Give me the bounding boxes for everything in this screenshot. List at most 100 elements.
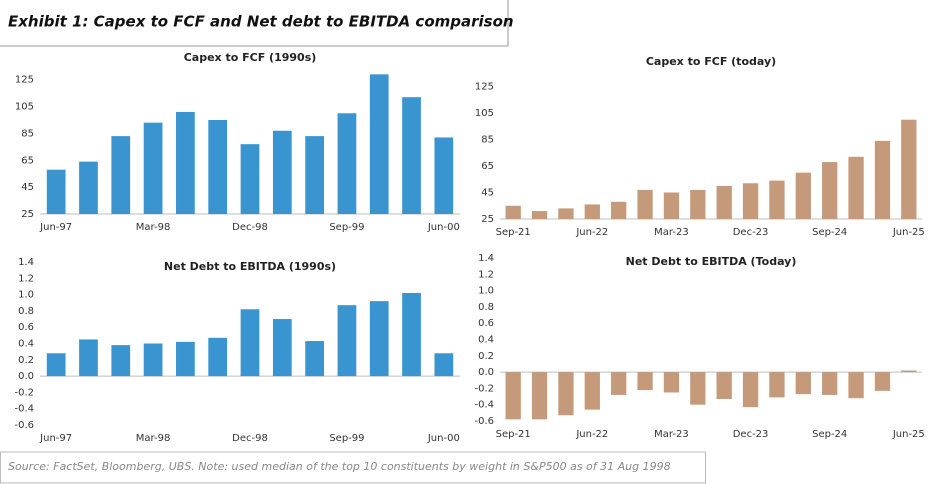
- bar: [637, 189, 653, 219]
- y-tick-label: -0.2: [474, 383, 494, 394]
- bar: [663, 372, 680, 393]
- bar: [690, 372, 706, 405]
- bar: [79, 161, 98, 214]
- y-tick-label: -0.4: [474, 400, 494, 411]
- bar: [901, 370, 917, 373]
- bar: [337, 113, 357, 214]
- x-tick-label: Jun-00: [427, 222, 460, 233]
- bar: [143, 343, 163, 377]
- bar: [272, 319, 292, 377]
- bar: [663, 192, 680, 219]
- x-tick-label: Jun-25: [892, 429, 925, 440]
- bar: [46, 353, 66, 377]
- y-tick-label: 1.2: [18, 273, 34, 284]
- y-tick-label: 45: [481, 188, 494, 199]
- y-tick-label: -0.2: [14, 387, 34, 398]
- bar: [874, 372, 891, 391]
- chart-title: Capex to FCF (today): [646, 55, 776, 68]
- bar: [240, 144, 260, 214]
- bar: [742, 372, 759, 408]
- x-tick-label: Mar-23: [654, 429, 689, 440]
- bar: [46, 169, 66, 214]
- bar: [769, 372, 785, 398]
- bar: [584, 372, 600, 410]
- y-tick-label: 0.8: [18, 306, 34, 317]
- x-tick-label: Sep-99: [329, 433, 364, 444]
- bar: [305, 341, 324, 377]
- x-tick-label: Sep-24: [812, 227, 847, 238]
- bar: [79, 339, 98, 377]
- bar: [402, 292, 421, 377]
- bar: [848, 156, 864, 219]
- y-tick-label: 65: [21, 155, 34, 166]
- bar: [822, 372, 838, 395]
- bar: [795, 172, 811, 219]
- bar: [434, 353, 454, 377]
- bar: [272, 130, 292, 214]
- x-tick-label: Dec-23: [733, 429, 769, 440]
- x-tick-label: Jun-00: [427, 433, 460, 444]
- y-tick-label: 25: [21, 209, 34, 220]
- bar: [769, 180, 785, 219]
- y-tick-label: 1.0: [478, 286, 494, 297]
- bar: [337, 305, 357, 377]
- y-tick-label: 1.4: [18, 257, 34, 268]
- bar: [111, 345, 131, 377]
- x-tick-label: Jun-97: [39, 433, 72, 444]
- y-tick-label: 0.4: [478, 335, 494, 346]
- x-tick-label: Sep-21: [496, 227, 531, 238]
- y-tick-label: 25: [481, 214, 494, 225]
- bar: [240, 309, 260, 377]
- y-tick-label: 45: [21, 182, 34, 193]
- bar: [848, 372, 864, 399]
- x-tick-label: Dec-98: [232, 433, 268, 444]
- y-tick-label: 1.0: [18, 290, 34, 301]
- x-tick-label: Sep-99: [329, 222, 364, 233]
- y-tick-label: 125: [475, 82, 494, 93]
- source-note: Source: FactSet, Bloomberg, UBS. Note: u…: [8, 460, 671, 473]
- x-tick-label: Mar-98: [136, 433, 171, 444]
- y-tick-label: 105: [15, 102, 34, 113]
- y-tick-label: -0.6: [14, 420, 34, 431]
- bar: [901, 119, 917, 219]
- bar: [176, 111, 195, 214]
- x-tick-label: Dec-98: [232, 222, 268, 233]
- y-tick-label: 0.0: [478, 367, 494, 378]
- bar: [305, 136, 324, 214]
- y-tick-label: 1.4: [478, 253, 494, 264]
- bar: [584, 204, 600, 219]
- source-box: [0, 451, 706, 484]
- y-tick-label: 1.2: [478, 269, 494, 280]
- bar: [369, 301, 389, 377]
- bar: [716, 185, 732, 219]
- bar: [637, 372, 653, 391]
- x-tick-label: Sep-21: [496, 429, 531, 440]
- bar: [434, 137, 454, 214]
- x-tick-label: Jun-22: [575, 227, 608, 238]
- bar: [716, 372, 732, 399]
- bar: [402, 97, 421, 214]
- y-tick-label: -0.6: [474, 416, 494, 427]
- bar: [795, 372, 811, 395]
- x-tick-label: Jun-25: [892, 227, 925, 238]
- y-tick-label: 0.6: [478, 318, 494, 329]
- exhibit-title: Exhibit 1: Capex to FCF and Net debt to …: [8, 13, 514, 31]
- chart-title: Net Debt to EBITDA (1990s): [164, 260, 336, 273]
- bar: [742, 183, 759, 219]
- bar: [558, 372, 574, 416]
- y-tick-label: 0.2: [18, 355, 34, 366]
- bar: [558, 208, 574, 219]
- x-tick-label: Jun-22: [575, 429, 608, 440]
- x-tick-label: Mar-23: [654, 227, 689, 238]
- y-tick-label: -0.4: [14, 404, 34, 415]
- bar: [611, 372, 627, 395]
- y-tick-label: 0.4: [18, 339, 34, 350]
- y-tick-label: 85: [481, 135, 494, 146]
- bar: [369, 74, 389, 214]
- x-tick-label: Jun-97: [39, 222, 72, 233]
- bar: [690, 189, 706, 219]
- bar: [505, 372, 521, 420]
- y-tick-label: 105: [475, 108, 494, 119]
